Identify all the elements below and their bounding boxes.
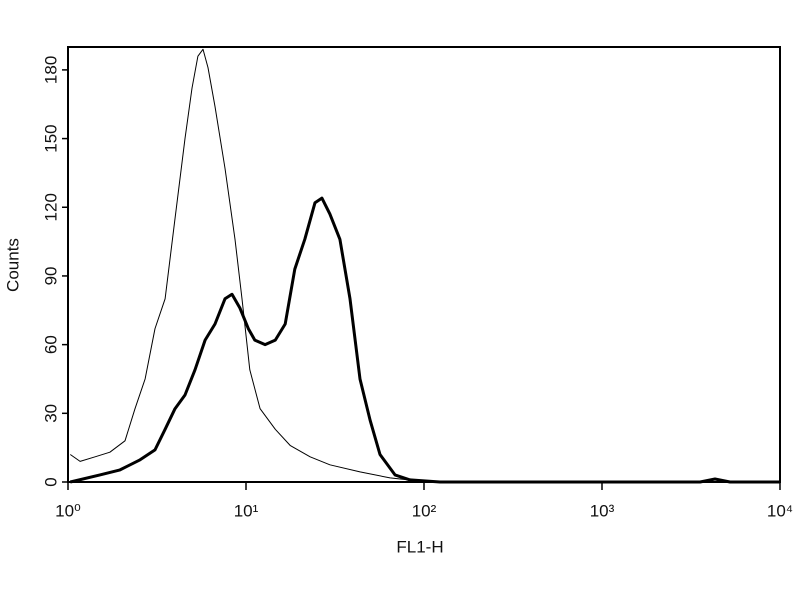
x-axis-label: FL1-H [396,537,443,556]
x-tick-label: 10⁴ [767,501,793,520]
y-tick-label: 150 [41,124,60,152]
histogram-line [69,196,780,484]
y-tick-label: 120 [41,193,60,221]
y-tick-label: 0 [41,477,60,486]
y-tick-label: 180 [41,56,60,84]
y-axis-label: Counts [3,238,22,292]
plot-frame [67,46,781,483]
histogram-line [70,48,780,483]
x-tick-label: 10⁰ [55,501,81,520]
y-tick-label: 30 [41,404,60,423]
y-tick-label: 90 [41,266,60,285]
x-tick-label: 10¹ [234,501,259,520]
x-tick-label: 10² [412,501,437,520]
y-tick-label: 60 [41,335,60,354]
x-tick-label: 10³ [590,501,615,520]
